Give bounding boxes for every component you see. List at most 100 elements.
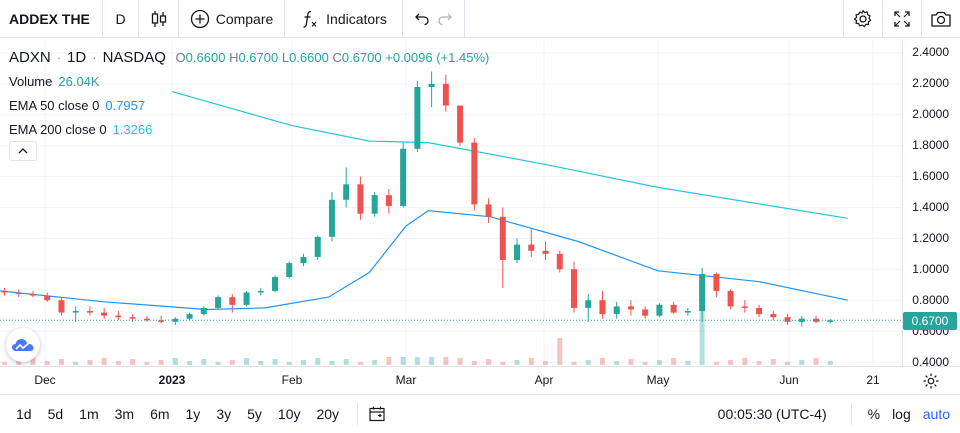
symbol-search-button[interactable]: ADDEX THE — [0, 0, 103, 38]
chart-legend: ADXN · 1D · NASDAQ O0.6600 H0.6700 L0.66… — [9, 45, 489, 141]
candle-body — [272, 277, 279, 291]
candle-body — [656, 304, 663, 316]
volume-bar — [799, 360, 805, 365]
candle-body — [542, 250, 549, 254]
price-tick: 0.4000 — [912, 355, 949, 369]
indicators-button[interactable]: Indicators — [285, 0, 403, 38]
chart-logo[interactable] — [6, 328, 40, 362]
fullscreen-button[interactable] — [882, 0, 921, 38]
price-chart[interactable] — [0, 39, 960, 366]
volume-legend-row[interactable]: Volume 26.04K — [9, 69, 489, 93]
range-button-3y[interactable]: 3y — [216, 406, 232, 422]
last-price-tag: 0.6700 — [903, 312, 957, 330]
toolbar-right-group — [843, 0, 960, 38]
volume-bar — [713, 362, 719, 365]
open-value: 0.6600 — [185, 49, 226, 65]
candle-body — [357, 184, 364, 214]
candle-body — [699, 273, 706, 312]
candle-body — [727, 290, 734, 307]
legend-collapse-button[interactable] — [9, 141, 37, 161]
price-axis[interactable]: 2.4000 2.2000 2.0000 1.8000 1.6000 1.400… — [902, 39, 960, 369]
candle-body — [385, 195, 392, 206]
range-button-1d[interactable]: 1d — [16, 406, 32, 422]
volume-bar — [528, 358, 534, 365]
ema200-legend-row[interactable]: EMA 200 close 0 1.3266 — [9, 117, 489, 141]
candle-body — [756, 307, 763, 315]
time-tick: Dec — [34, 373, 56, 387]
cloud-chart-icon — [12, 339, 34, 351]
bar-style-button[interactable] — [139, 0, 179, 38]
ema50-value: 0.7957 — [105, 97, 146, 113]
candle-body — [570, 269, 577, 308]
volume-bar — [827, 361, 833, 365]
volume-bar — [557, 338, 563, 365]
ema50-legend-row[interactable]: EMA 50 close 0 0.7957 — [9, 93, 489, 117]
volume-bar — [585, 360, 591, 365]
divider — [850, 403, 852, 425]
timezone-display[interactable]: 00:05:30 (UTC-4) — [717, 406, 827, 422]
range-button-5y[interactable]: 5y — [247, 406, 262, 422]
range-button-10y[interactable]: 10y — [277, 406, 301, 422]
compare-button[interactable]: Compare — [179, 0, 285, 38]
candle-body — [784, 317, 791, 322]
fullscreen-icon — [894, 11, 910, 27]
price-tick: 2.2000 — [912, 76, 949, 90]
volume-bar — [130, 359, 136, 365]
screenshot-button[interactable] — [921, 0, 960, 38]
candle-body — [243, 292, 250, 305]
volume-bar — [742, 358, 748, 365]
volume-bar — [229, 360, 235, 365]
volume-bar — [115, 361, 121, 365]
volume-bar — [642, 362, 648, 365]
undo-redo-group — [403, 0, 465, 38]
time-tick: 21 — [866, 373, 880, 387]
candle-body — [314, 236, 321, 257]
candle-body — [44, 295, 51, 301]
ema200-line — [171, 91, 848, 219]
volume-bar — [158, 360, 164, 365]
range-button-1m[interactable]: 1m — [79, 406, 99, 422]
volume-label: Volume — [9, 73, 53, 89]
range-button-1y[interactable]: 1y — [185, 406, 201, 422]
chevron-up-icon — [18, 148, 28, 154]
volume-bar — [343, 359, 349, 365]
candle-body — [627, 306, 634, 310]
change-value: +0.0096 (+1.45%) — [385, 49, 490, 65]
range-button-6m[interactable]: 6m — [150, 406, 170, 422]
volume-bar — [44, 361, 50, 365]
settings-button[interactable] — [843, 0, 882, 38]
percent-scale-button[interactable]: % — [867, 406, 881, 422]
volume-bar — [500, 362, 506, 365]
gear-icon — [853, 9, 872, 28]
auto-scale-button[interactable]: auto — [922, 406, 950, 422]
interval-button[interactable]: D — [103, 0, 139, 38]
volume-bar — [244, 358, 250, 365]
range-button-3m[interactable]: 3m — [114, 406, 135, 422]
redo-icon[interactable] — [437, 11, 453, 27]
volume-bar — [599, 358, 605, 365]
compare-label: Compare — [215, 10, 274, 27]
bottom-toolbar: 1d 5d 1m 3m 6m 1y 3y 5y 10y 20y 00:05:30… — [0, 394, 960, 433]
volume-bar — [357, 362, 363, 365]
candle-body — [257, 290, 264, 293]
candle-body — [770, 314, 777, 318]
volume-bar — [258, 361, 264, 365]
candle-body — [670, 304, 677, 313]
ema200-value: 1.3266 — [112, 121, 153, 137]
volume-bar — [671, 358, 677, 365]
candle-body — [471, 142, 478, 205]
range-button-5d[interactable]: 5d — [47, 406, 64, 422]
volume-bar — [16, 360, 22, 365]
volume-bar — [300, 360, 306, 365]
range-button-20y[interactable]: 20y — [316, 406, 340, 422]
high-label: H — [229, 49, 239, 65]
undo-icon[interactable] — [414, 11, 430, 27]
date-range-icon[interactable] — [368, 405, 386, 423]
time-axis[interactable]: Dec 2023 Feb Mar Apr May Jun 21 — [0, 366, 960, 394]
candlestick-icon — [151, 10, 166, 27]
axis-settings-icon[interactable] — [922, 372, 940, 390]
log-scale-button[interactable]: log — [892, 406, 911, 422]
candle-body — [684, 311, 691, 313]
volume-bar — [101, 358, 107, 365]
ohlc-values: O0.6600 H0.6700 L0.6600 C0.6700 +0.0096 … — [172, 49, 490, 65]
